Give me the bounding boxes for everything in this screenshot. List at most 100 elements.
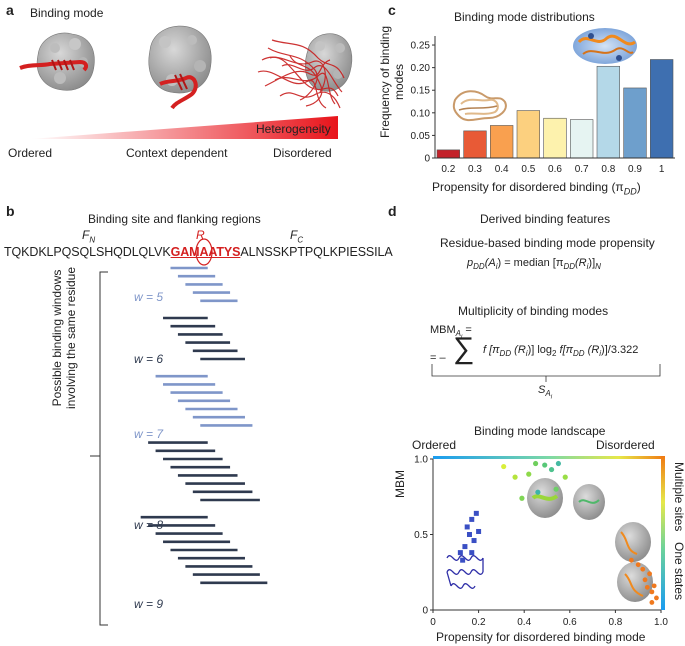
disordered-protein-icon: [257, 33, 353, 109]
binding-mode-bar-chart: 0 0.05 0.10 0.15 0.20 0.25 0.2 0.3 0.4 0.5 0.6 0.7…: [411, 28, 675, 175]
eq2-neg: = –: [430, 352, 446, 364]
context-dependent-protein-icon: [148, 25, 212, 110]
ordered-point: [471, 538, 477, 544]
y-tick-label: 0: [424, 154, 430, 165]
ordered-point: [460, 557, 466, 563]
landscape-y-tick-label: 1.0: [414, 455, 428, 466]
panel-d-letter: d: [388, 203, 397, 219]
context-point: [562, 474, 568, 480]
context-point: [553, 486, 559, 492]
sequence-right-flank: ALNSSKPTPQLKPIESSILA: [240, 245, 393, 259]
context-dependent-label: Context dependent: [126, 146, 228, 160]
panel-b-letter: b: [6, 203, 15, 219]
y-tick-label: 0.15: [411, 86, 431, 97]
context-point: [533, 460, 539, 467]
eq2-equals: =: [465, 324, 472, 336]
sum-bracket: [431, 364, 661, 382]
sequence-binding-core: GAMAATYS: [170, 245, 241, 259]
ordered-point: [476, 528, 482, 534]
xlabel-sub: DD: [623, 186, 637, 197]
x-tick-label: 0.7: [575, 164, 589, 175]
y-tick-label: 0.05: [411, 131, 431, 142]
xlabel-end: ): [636, 180, 641, 194]
windows-vertical-label: Possible binding windows involving the s…: [50, 218, 78, 458]
eq2-b1: f [π: [483, 344, 500, 356]
x-tick-label: 0.8: [601, 164, 615, 175]
eq2-s-sub: A: [545, 389, 551, 399]
ordered-protein-icon: [19, 32, 95, 91]
eq2-s-letter: S: [538, 384, 546, 396]
sigma-symbol: ∑: [453, 332, 475, 365]
window-label-w9: w = 9: [134, 597, 164, 611]
landscape-disordered-label: Disordered: [596, 438, 655, 452]
landscape-side-gradient: [661, 456, 665, 610]
disordered-point: [635, 562, 641, 568]
x-tick-label: 1: [659, 164, 665, 175]
bar-0.6: [543, 117, 567, 159]
ordered-point: [473, 510, 479, 516]
landscape-right-top-label: Multiple sites: [672, 462, 685, 532]
residue-highlight-ring: [195, 238, 213, 266]
eq2-mbm-sub: A: [455, 329, 462, 339]
heterogeneity-wedge: [30, 116, 338, 139]
bar-0.5: [516, 110, 540, 159]
eq1-title: Residue-based binding mode propensity: [440, 236, 655, 250]
context-point: [542, 462, 548, 468]
disordered-point: [654, 595, 659, 601]
y-tick-label: 0.10: [411, 108, 431, 119]
context-point: [555, 460, 561, 467]
landscape-y-tick-label: 0.5: [414, 530, 428, 541]
window-label-w5: w = 5: [134, 290, 164, 304]
eq2-body: f [πDD (Ri)] log2 f[πDD (Ri)]/3.322: [483, 344, 638, 358]
disordered-point: [642, 577, 648, 583]
eq2-lhs: MBMAi =: [430, 324, 472, 341]
landscape-x-tick-label: 0.6: [563, 617, 577, 628]
disordered-point: [647, 571, 652, 577]
eq1-p-sub: DD: [473, 262, 485, 272]
x-tick-label: 0.4: [495, 164, 509, 175]
eq2-title: Multiplicity of binding modes: [458, 304, 609, 318]
x-tick-label: 0.5: [521, 164, 535, 175]
panel-c-letter: c: [388, 2, 396, 18]
y-tick-label: 0.20: [411, 63, 431, 74]
eq2-b4-sub: DD: [573, 349, 585, 359]
context-point: [548, 466, 555, 473]
ordered-point: [464, 524, 470, 530]
eq1-arg: (A: [484, 257, 496, 269]
equation-propensity: pDD(Ai) = median [πDD(Ri)]N: [467, 257, 601, 271]
fn-letter: F: [82, 228, 90, 242]
context-point: [512, 474, 518, 480]
bar-0.3: [463, 130, 487, 159]
landscape-y-tick-label: 0: [422, 606, 428, 617]
bar-0.8: [596, 65, 620, 159]
eq1-ri-sub: i: [586, 262, 589, 272]
binding-site-r-label: R: [196, 228, 205, 242]
panel-a-letter: a: [6, 2, 14, 18]
x-tick-label: 0.2: [441, 164, 455, 175]
binding-mode-landscape-plot: 0 0.2 0.4 0.6 0.8 1.0 0 0.5 1.0: [414, 455, 668, 629]
landscape-top-gradient: [433, 456, 665, 459]
flank-c-label: FC: [290, 228, 303, 244]
y-tick-label: 0.25: [411, 41, 431, 52]
eq2-b3: )] log: [527, 344, 553, 356]
landscape-x-tick-label: 0: [430, 617, 436, 628]
ordered-label: Ordered: [8, 146, 53, 160]
landscape-x-tick-label: 1.0: [654, 617, 668, 628]
landscape-ylabel: MBM: [393, 470, 407, 498]
eq2-b5: (R: [584, 344, 600, 356]
eq2-mbm-subsub: i: [461, 334, 463, 341]
landscape-x-tick-label: 0.4: [517, 617, 531, 628]
binding-windows-graphic: [90, 238, 268, 626]
ordered-point: [466, 532, 472, 537]
disordered-point: [649, 589, 655, 595]
ylabel-line-1: Frequency of binding: [378, 25, 392, 139]
ordered-point: [469, 516, 475, 522]
eq1-ri: (R: [575, 257, 587, 269]
eq2-b4: f[π: [556, 344, 574, 356]
vertical-label-line-2: involving the same residue: [64, 266, 78, 410]
eq2-b2-sub: i: [525, 349, 528, 359]
eq2-b5-sub: i: [599, 349, 602, 359]
x-tick-label: 0.3: [468, 164, 482, 175]
landscape-right-bottom-label: One states: [672, 542, 685, 601]
disordered-structure-icon: [573, 28, 637, 64]
